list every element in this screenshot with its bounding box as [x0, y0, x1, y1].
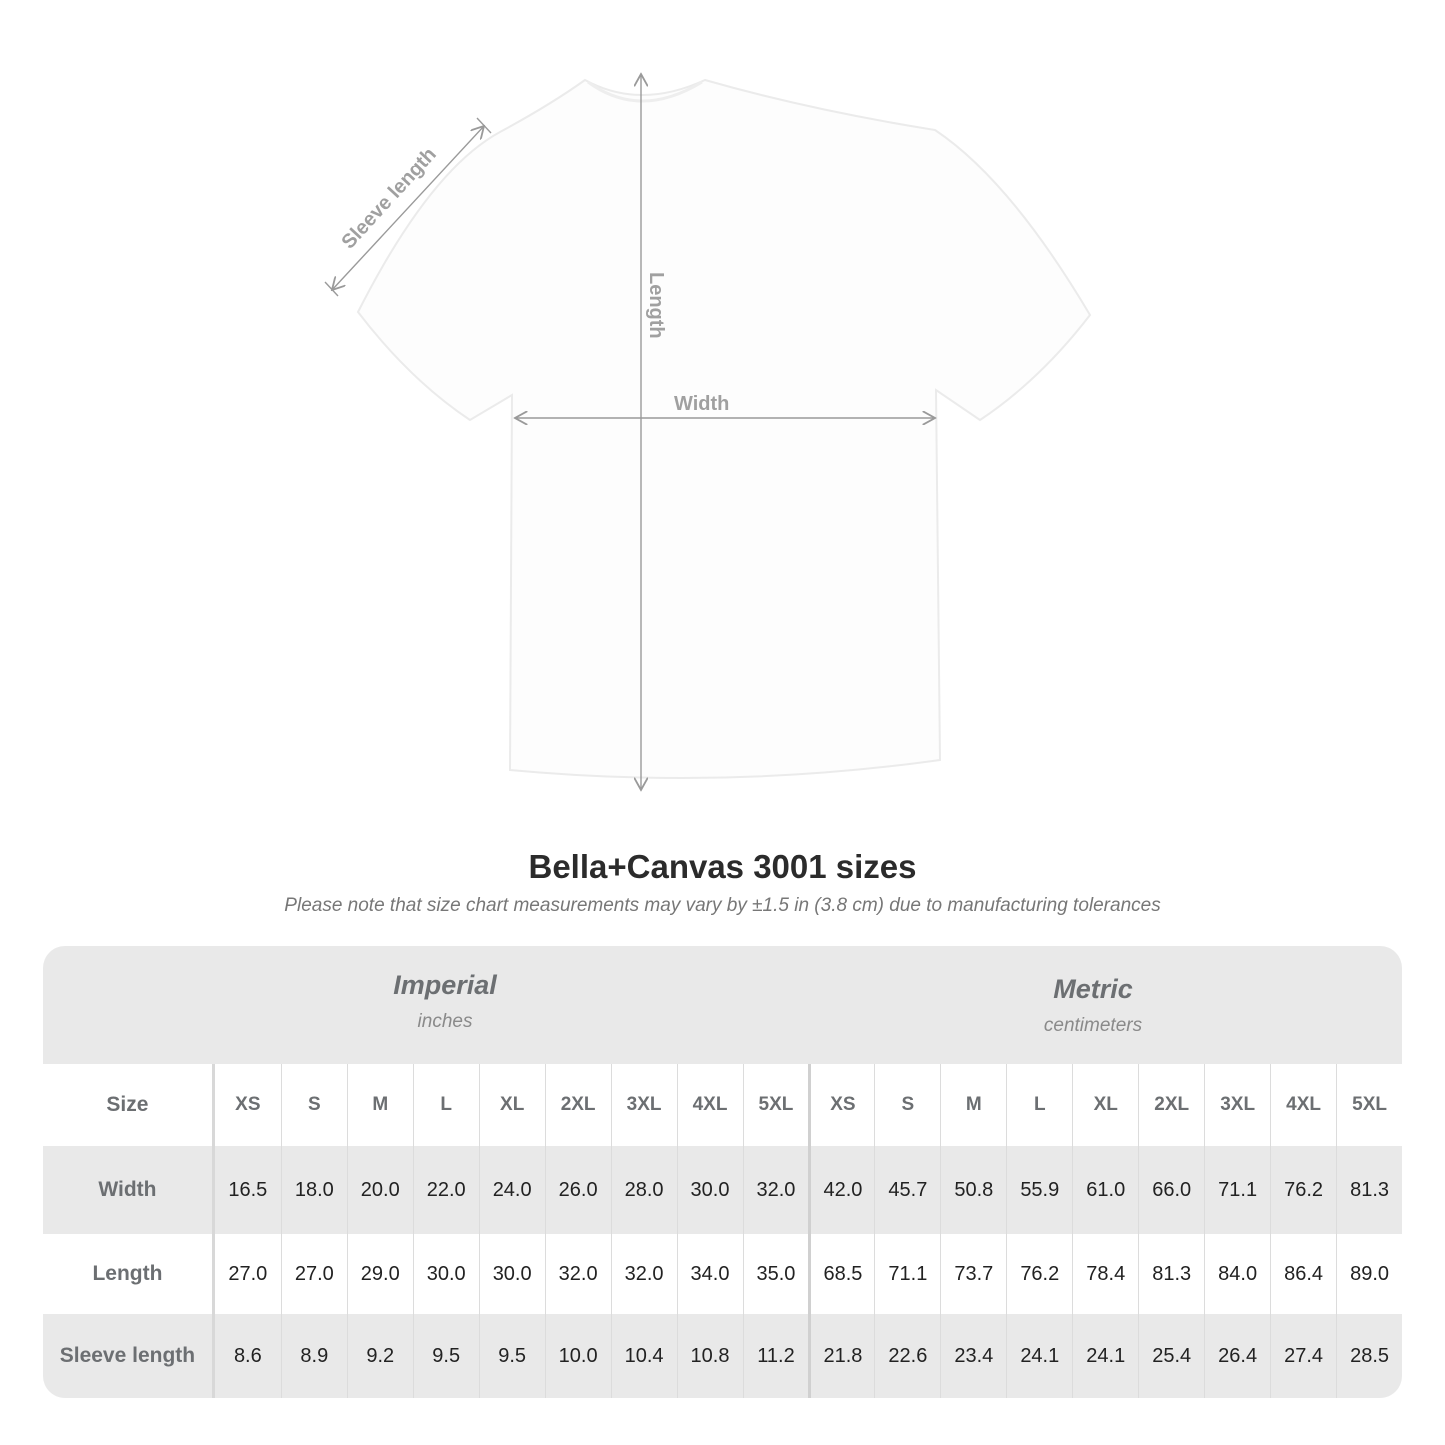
metric-unit: centimeters — [1043, 1015, 1143, 1036]
table-cell: 86.4 — [1270, 1234, 1336, 1314]
table-cell: 9.5 — [478, 1314, 545, 1398]
table-cell: 27.4 — [1270, 1314, 1336, 1398]
table-cell: 35.0 — [742, 1234, 809, 1314]
row-label: Width — [43, 1146, 215, 1234]
imperial-unit: inches — [417, 1011, 473, 1032]
table-row: Length 27.0 27.0 29.0 30.0 30.0 32.0 32.0 34.0 35… — [43, 1234, 1402, 1314]
table-cell: 28.0 — [610, 1146, 677, 1234]
table-cell: 42.0 — [808, 1146, 874, 1234]
row-label: Sleeve length — [43, 1314, 215, 1398]
table-cell: 30.0 — [676, 1146, 743, 1234]
table-cell: 24.1 — [1072, 1314, 1138, 1398]
table-cell: 22.0 — [412, 1146, 479, 1234]
table-cell: 76.2 — [1006, 1234, 1072, 1314]
table-row: Width 16.5 18.0 20.0 22.0 24.0 26.0 28.0 30.0 32.… — [43, 1146, 1402, 1234]
table-cell: 71.1 — [1204, 1146, 1270, 1234]
table-cell: 28.5 — [1336, 1314, 1402, 1398]
table-cell: 30.0 — [412, 1234, 479, 1314]
table-cell: 16.5 — [228, 1178, 268, 1201]
size-metric-header: S — [874, 1064, 940, 1146]
table-cell: 9.5 — [412, 1314, 479, 1398]
imperial-title: Imperial — [393, 970, 497, 1000]
table-cell: 18.0 — [280, 1146, 347, 1234]
size-imperial-header: S — [280, 1064, 347, 1146]
sleeve-length-arrow — [332, 126, 484, 290]
size-metric-header: 3XL — [1204, 1064, 1270, 1146]
table-cell: 78.4 — [1072, 1234, 1138, 1314]
size-table: Imperial inches Metric centimeters Size X… — [43, 946, 1402, 1398]
size-metric-header: M — [940, 1064, 1006, 1146]
tolerance-note: Please note that size chart measurements… — [284, 895, 1161, 916]
tshirt-image — [356, 78, 1092, 779]
length-label: Length — [645, 272, 667, 339]
table-cell: 10.8 — [676, 1314, 743, 1398]
table-cell: 27.0 — [228, 1262, 268, 1285]
table-cell: 9.2 — [346, 1314, 413, 1398]
size-imperial-header: 3XL — [610, 1064, 677, 1146]
tshirt-diagram: Sleeve length Length Width — [324, 0, 1092, 820]
table-cell: 71.1 — [874, 1234, 940, 1314]
table-cell: 27.0 — [280, 1234, 347, 1314]
table-cell: 24.1 — [1006, 1314, 1072, 1398]
table-cell: 29.0 — [346, 1234, 413, 1314]
table-cell: 32.0 — [544, 1234, 611, 1314]
size-imperial-header: 2XL — [544, 1064, 611, 1146]
table-cell: 30.0 — [478, 1234, 545, 1314]
table-cell: 76.2 — [1270, 1146, 1336, 1234]
page-title: Bella+Canvas 3001 sizes — [528, 848, 917, 885]
table-cell: 8.9 — [280, 1314, 347, 1398]
table-cell: 55.9 — [1006, 1146, 1072, 1234]
table-cell: 26.4 — [1204, 1314, 1270, 1398]
metric-title: Metric — [1053, 974, 1133, 1004]
table-cell: 32.0 — [610, 1234, 677, 1314]
table-cell: 20.0 — [346, 1146, 413, 1234]
table-cell: 21.8 — [808, 1314, 874, 1398]
width-label: Width — [674, 393, 729, 415]
row-label: Length — [43, 1234, 215, 1314]
size-imperial-header: XL — [478, 1064, 545, 1146]
table-cell: 81.3 — [1138, 1234, 1204, 1314]
table-cell: 68.5 — [808, 1234, 874, 1314]
table-cell: 89.0 — [1336, 1234, 1402, 1314]
table-cell: 81.3 — [1336, 1146, 1402, 1234]
imperial-header: Imperial inches — [215, 970, 675, 1033]
size-label: Size — [43, 1064, 215, 1146]
size-imperial-header: M — [346, 1064, 413, 1146]
table-cell: 24.0 — [478, 1146, 545, 1234]
size-header-row: Size XS S M L XL 2XL 3XL 4XL 5XL XS S M L XL 2XL 3XL 4XL 5… — [43, 1064, 1402, 1146]
table-cell: 23.4 — [940, 1314, 1006, 1398]
size-metric-header: XS — [808, 1064, 874, 1146]
table-cell: 73.7 — [940, 1234, 1006, 1314]
size-imperial-header: 4XL — [676, 1064, 743, 1146]
size-metric-header: L — [1006, 1064, 1072, 1146]
table-cell: 10.0 — [544, 1314, 611, 1398]
table-cell: 11.2 — [742, 1314, 809, 1398]
table-cell: 26.0 — [544, 1146, 611, 1234]
table-cell: 10.4 — [610, 1314, 677, 1398]
table-cell: 84.0 — [1204, 1234, 1270, 1314]
table-cell: 32.0 — [742, 1146, 809, 1234]
size-imperial-header: 5XL — [742, 1064, 809, 1146]
metric-header: Metric centimeters — [863, 974, 1323, 1037]
table-cell: 34.0 — [676, 1234, 743, 1314]
size-metric-header: 2XL — [1138, 1064, 1204, 1146]
size-metric-header: 4XL — [1270, 1064, 1336, 1146]
table-cell: 25.4 — [1138, 1314, 1204, 1398]
unit-header: Imperial inches Metric centimeters — [43, 946, 1402, 1064]
table-row: Sleeve length 8.6 8.9 9.2 9.5 9.5 10.0 10.4 10.8… — [43, 1314, 1402, 1398]
table-cell: 66.0 — [1138, 1146, 1204, 1234]
table-cell: 8.6 — [233, 1344, 262, 1367]
size-metric-header: XL — [1072, 1064, 1138, 1146]
size-imperial-header: XS — [235, 1094, 261, 1115]
size-imperial-header: L — [412, 1064, 479, 1146]
table-cell: 61.0 — [1072, 1146, 1138, 1234]
size-metric-header: 5XL — [1336, 1064, 1402, 1146]
table-cell: 45.7 — [874, 1146, 940, 1234]
table-cell: 22.6 — [874, 1314, 940, 1398]
table-cell: 50.8 — [940, 1146, 1006, 1234]
